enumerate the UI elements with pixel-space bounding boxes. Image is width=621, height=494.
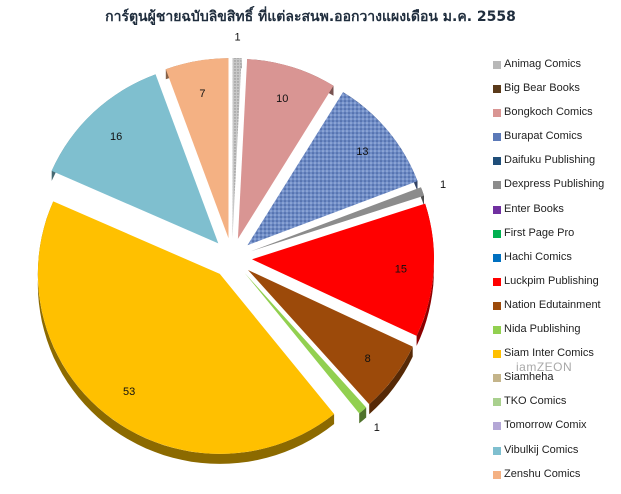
data-label-bongkoch-comics: 10 — [276, 93, 288, 105]
legend-item-nida-publishing: Nida Publishing — [488, 322, 621, 346]
legend-swatch — [493, 181, 501, 190]
legend-swatch — [493, 229, 501, 238]
data-label-burapat-comics: 13 — [356, 146, 368, 158]
chart-title: การ์ตูนผู้ชายฉบับลิขสิทธิ์ ที่แต่ละสนพ.อ… — [105, 9, 516, 25]
legend-label: Nida Publishing — [504, 323, 581, 336]
legend-label: Hachi Comics — [504, 250, 572, 263]
pie-slice-dexpress-publishing — [250, 187, 424, 252]
pie-slice-side-nida-publishing — [359, 407, 367, 424]
legend-item-luckpim-publishing: Luckpim Publishing — [488, 274, 621, 298]
data-label-vibulkij-comics: 16 — [110, 131, 122, 143]
pie-slice-siam-inter-comics — [37, 201, 335, 454]
watermark-text: iamZEON — [516, 360, 573, 374]
pie-slice-luckpim-publishing — [252, 203, 434, 336]
data-label-luckpim-publishing: 15 — [395, 264, 407, 276]
legend-swatch — [493, 446, 501, 455]
legend-swatch — [493, 422, 501, 431]
data-label-animag-comics: 1 — [235, 32, 241, 44]
legend-swatch — [493, 109, 501, 118]
legend-item-enter-books: Enter Books — [488, 202, 621, 226]
legend-swatch — [493, 253, 501, 262]
legend-item-daifuku-publishing: Daifuku Publishing — [488, 153, 621, 177]
legend-label: Enter Books — [504, 202, 564, 215]
pie-slice-vibulkij-comics — [51, 74, 219, 244]
legend-swatch — [493, 301, 501, 310]
data-label-siam-inter-comics: 53 — [123, 386, 135, 398]
legend-item-tko-comics: TKO Comics — [488, 394, 621, 418]
legend-item-burapat-comics: Burapat Comics — [488, 129, 621, 153]
legend-label: Animag Comics — [504, 58, 582, 70]
legend-swatch — [493, 133, 501, 142]
legend-swatch — [493, 374, 501, 383]
legend-label: Dexpress Publishing — [504, 178, 605, 191]
data-label-nation-edutainment: 8 — [365, 353, 371, 365]
pie-slice-zenshu-comics — [165, 58, 229, 239]
legend-swatch — [493, 157, 501, 166]
legend-item-bongkoch-comics: Bongkoch Comics — [488, 105, 621, 129]
legend-label: Nation Edutainment — [504, 298, 601, 311]
legend-item-first-page-pro: First Page Pro — [488, 226, 621, 250]
legend-label: Siamheha — [504, 371, 554, 384]
pie-slice-bongkoch-comics — [237, 59, 334, 239]
legend-label: Vibulkij Comics — [504, 443, 579, 456]
legend-swatch — [493, 398, 501, 407]
legend-swatch — [493, 350, 501, 359]
pie-slice-burapat-comics — [247, 92, 418, 246]
data-label-dexpress-publishing: 1 — [440, 179, 446, 191]
legend-label: Burapat Comics — [504, 130, 583, 143]
legend-item-big-bear-books: Big Bear Books — [488, 81, 621, 105]
legend-label: First Page Pro — [504, 226, 575, 239]
pie-slice-side-siam-inter-comics — [37, 201, 335, 464]
legend-label: Luckpim Publishing — [504, 274, 599, 287]
legend-swatch — [493, 85, 501, 94]
legend-label: Tomorrow Comix — [504, 419, 587, 432]
legend-swatch — [493, 205, 501, 214]
pie-slice-side-nation-edutainment — [369, 346, 413, 415]
legend-label: Zenshu Comics — [504, 467, 581, 480]
data-label-nida-publishing: 1 — [374, 422, 380, 434]
legend-swatch — [493, 277, 501, 286]
legend-item-animag-comics: Animag Comics — [488, 57, 621, 81]
legend-swatch — [493, 470, 501, 479]
legend-item-zenshu-comics: Zenshu Comics — [488, 467, 621, 491]
pie-slice-nida-publishing — [244, 273, 367, 414]
legend-item-nation-edutainment: Nation Edutainment — [488, 298, 621, 322]
legend-label: Big Bear Books — [504, 82, 580, 95]
legend-swatch — [493, 326, 501, 335]
pie-slice-animag-comics — [232, 57, 242, 238]
legend-item-tomorrow-comix: Tomorrow Comix — [488, 418, 621, 442]
legend-label: Daifuku Publishing — [504, 154, 596, 167]
legend-label: TKO Comics — [504, 395, 567, 408]
pie-slice-side-luckpim-publishing — [416, 203, 434, 346]
chart-legend: Animag Comics Big Bear Books Bongkoch Comi… — [488, 57, 621, 491]
legend-item-hachi-comics: Hachi Comics — [488, 250, 621, 274]
legend-label: Siam Inter Comics — [504, 347, 594, 360]
legend-swatch — [493, 61, 501, 69]
legend-item-vibulkij-comics: Vibulkij Comics — [488, 443, 621, 467]
data-label-zenshu-comics: 7 — [199, 88, 205, 100]
legend-item-siamheha: Siamheha — [488, 370, 621, 394]
legend-item-siam-inter-comics: Siam Inter Comics — [488, 346, 621, 370]
pie-slice-nation-edutainment — [248, 270, 413, 405]
legend-item-dexpress-publishing: Dexpress Publishing — [488, 177, 621, 201]
legend-label: Bongkoch Comics — [504, 106, 593, 119]
